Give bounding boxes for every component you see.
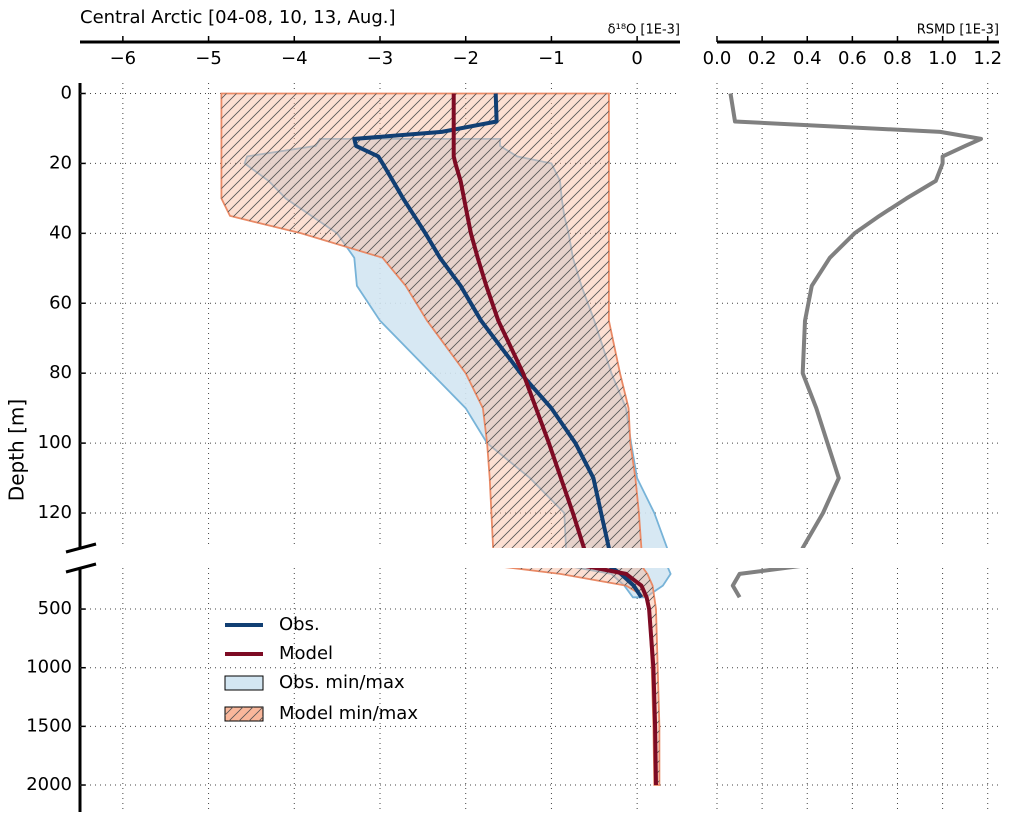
y-tick-label: 1500 bbox=[26, 715, 72, 736]
data-line bbox=[730, 568, 801, 599]
line-group bbox=[728, 93, 983, 548]
x-tick-label: 1.0 bbox=[928, 48, 957, 69]
x-tick-label: −2 bbox=[452, 48, 479, 69]
legend-label: Obs. bbox=[279, 614, 320, 635]
x-tick-label: −1 bbox=[538, 48, 565, 69]
x-tick-label: 0.0 bbox=[703, 48, 732, 69]
data-line bbox=[352, 93, 611, 548]
x-tick-label: 0.6 bbox=[838, 48, 867, 69]
x-tick-label: 0.2 bbox=[748, 48, 777, 69]
legend-swatch bbox=[224, 675, 264, 691]
legend-label: Obs. min/max bbox=[279, 672, 405, 693]
band-hatch bbox=[221, 93, 642, 548]
y-tick-label: 500 bbox=[38, 598, 72, 619]
axis-break bbox=[65, 542, 97, 554]
x-tick-label: −6 bbox=[110, 48, 137, 69]
y-tick-label: 100 bbox=[38, 432, 72, 453]
y-tick-label: 20 bbox=[49, 152, 72, 173]
legend-label: Model bbox=[279, 643, 333, 664]
y-tick-label: 60 bbox=[49, 292, 72, 313]
y-tick-label: 40 bbox=[49, 222, 72, 243]
data-line bbox=[728, 93, 983, 548]
line-group bbox=[585, 568, 658, 786]
y-tick-label: 120 bbox=[38, 502, 72, 523]
x-tick-label: −5 bbox=[195, 48, 222, 69]
y-tick-label: 1000 bbox=[26, 657, 72, 678]
x-tick-label: 0.4 bbox=[793, 48, 822, 69]
line-group bbox=[352, 93, 611, 548]
axis-break bbox=[65, 562, 97, 574]
y-tick-label: 2000 bbox=[26, 774, 72, 795]
line-group bbox=[451, 93, 587, 548]
legend-hatch bbox=[225, 707, 263, 721]
band-group bbox=[220, 92, 643, 548]
x-axis-label: δ¹⁸O [1E-3] bbox=[608, 23, 680, 38]
x-tick-label: −4 bbox=[281, 48, 308, 69]
line-group bbox=[730, 568, 801, 599]
x-axis-label: RSMD [1E-3] bbox=[917, 23, 999, 38]
y-axis-label: Depth [m] bbox=[5, 399, 29, 501]
x-tick-label: 0 bbox=[631, 48, 642, 69]
y-tick-label: 80 bbox=[49, 362, 72, 383]
x-tick-label: −3 bbox=[367, 48, 394, 69]
data-line bbox=[585, 568, 658, 786]
y-tick-label: 0 bbox=[61, 82, 72, 103]
chart-title: Central Arctic [04-08, 10, 13, Aug.] bbox=[80, 7, 396, 28]
x-tick-label: 1.2 bbox=[973, 48, 1002, 69]
data-line bbox=[451, 93, 587, 548]
legend-label: Model min/max bbox=[279, 703, 418, 724]
x-tick-label: 0.8 bbox=[883, 48, 912, 69]
